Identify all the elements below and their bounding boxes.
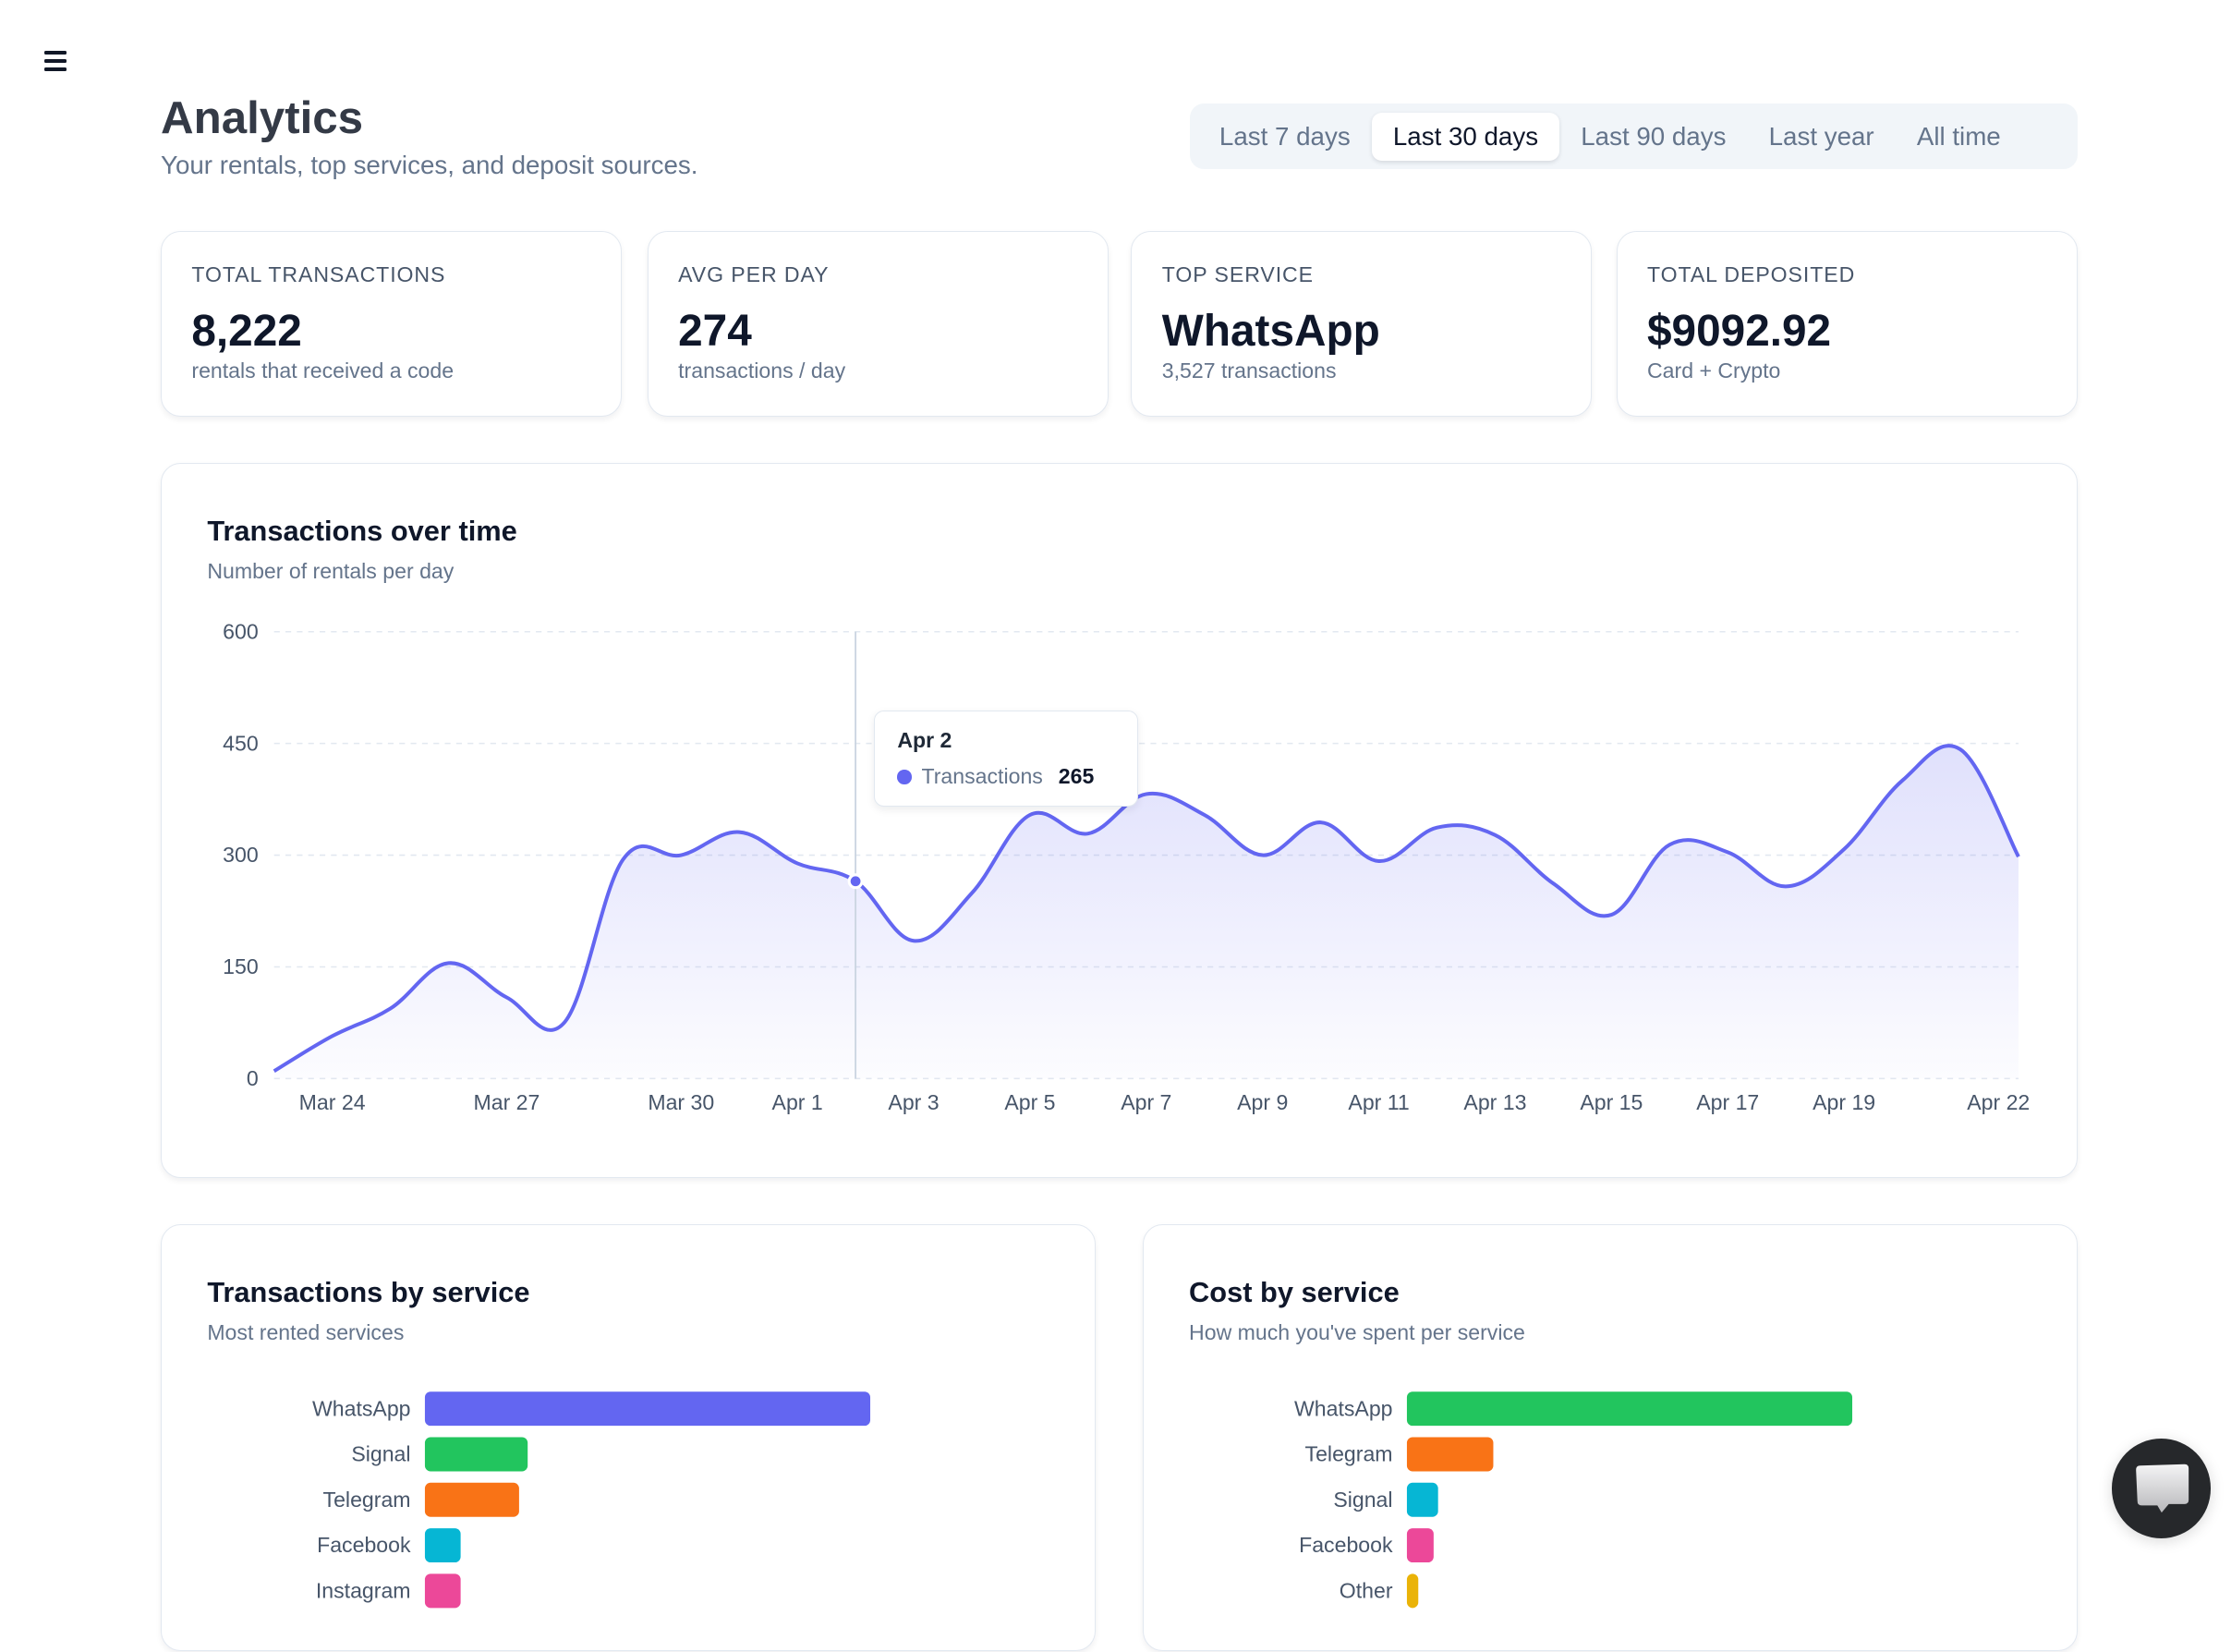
x-tick-label: Apr 1	[772, 1090, 823, 1114]
transactions-by-service-card: Transactions by service Most rented serv…	[161, 1223, 1096, 1651]
bar-chart-transactions: WhatsApp Signal Telegram Facebook Instagram	[312, 1391, 871, 1608]
x-tick-label: Apr 3	[888, 1090, 939, 1114]
chart-title: Transactions over time	[207, 515, 517, 547]
x-tick-label: Mar 24	[299, 1090, 366, 1114]
tooltip-series: Transactions	[921, 764, 1043, 789]
data-point[interactable]	[847, 872, 864, 889]
x-tick-label: Apr 15	[1580, 1090, 1643, 1114]
area-fill	[273, 745, 2019, 1078]
tooltip-value: 265	[1058, 764, 1095, 789]
chat-button[interactable]	[2111, 1439, 2212, 1538]
stat-label: Avg per day	[678, 262, 830, 287]
stat-label: Total transactions	[191, 262, 446, 287]
bar-label: Facebook	[1299, 1533, 1393, 1557]
bar-label: WhatsApp	[312, 1396, 411, 1420]
stat-card: Avg per day 274 transactions / day	[647, 230, 1109, 418]
chart-title: Transactions by service	[207, 1276, 530, 1308]
y-tick-label: 300	[223, 843, 259, 867]
bar-label: Telegram	[1304, 1441, 1392, 1465]
bar-label: Other	[1340, 1578, 1393, 1602]
bar-label: Signal	[351, 1441, 410, 1465]
chart-tooltip: Apr 2 Transactions 265	[873, 710, 1139, 808]
stat-subtext: Card + Crypto	[1647, 358, 1781, 383]
cost-by-service-card: Cost by service How much you've spent pe…	[1142, 1223, 2078, 1651]
tab-all-time[interactable]: All time	[1916, 121, 2001, 151]
chart-subtitle: Most rented services	[207, 1319, 405, 1344]
chat-bubble-icon	[2135, 1464, 2189, 1513]
chart-title: Cost by service	[1189, 1276, 1400, 1308]
tab-last-year[interactable]: Last year	[1768, 121, 1874, 151]
x-tick-label: Apr 22	[1967, 1090, 2030, 1114]
bar-whatsapp[interactable]	[1406, 1391, 1852, 1426]
menu-icon[interactable]	[43, 51, 67, 71]
tooltip-date: Apr 2	[897, 728, 952, 753]
bar-label: Telegram	[323, 1488, 411, 1512]
x-tick-label: Apr 7	[1121, 1090, 1171, 1114]
y-tick-label: 0	[247, 1066, 259, 1090]
bar-signal[interactable]	[424, 1437, 528, 1472]
stat-card: Top service WhatsApp 3,527 transactions	[1131, 230, 1593, 418]
bar-facebook[interactable]	[424, 1527, 461, 1562]
bar-telegram[interactable]	[424, 1482, 519, 1517]
bar-label: WhatsApp	[1294, 1396, 1393, 1420]
page-subtitle: Your rentals, top services, and deposit …	[161, 151, 698, 180]
date-range-tabs: Last 7 days Last 30 days Last 90 days Last …	[1189, 103, 2078, 170]
stat-label: Total deposited	[1647, 262, 1856, 287]
series-dot-icon	[897, 770, 912, 784]
stat-subtext: 3,527 transactions	[1161, 358, 1337, 383]
bar-instagram[interactable]	[424, 1573, 461, 1608]
bar-label: Facebook	[317, 1533, 411, 1557]
line-chart[interactable]: 0 150 300 450 600 Mar 24 Mar 27 Mar 30 Apr 1 Apr …	[162, 464, 2076, 1177]
bar-label: Signal	[1333, 1488, 1392, 1512]
x-tick-label: Apr 17	[1696, 1090, 1759, 1114]
x-tick-label: Apr 11	[1348, 1090, 1409, 1114]
bar-other[interactable]	[1406, 1573, 1419, 1608]
stat-value: 8,222	[191, 306, 302, 356]
tab-last-90-days[interactable]: Last 90 days	[1581, 121, 1727, 151]
x-tick-label: Apr 13	[1463, 1090, 1526, 1114]
stat-subtext: transactions / day	[678, 358, 846, 383]
bar-signal[interactable]	[1406, 1482, 1438, 1517]
bar-facebook[interactable]	[1406, 1527, 1434, 1562]
bar-telegram[interactable]	[1406, 1437, 1494, 1472]
series-line-transactions	[273, 743, 2020, 1073]
x-tick-label: Mar 30	[648, 1090, 714, 1114]
page-title: Analytics	[161, 91, 364, 143]
stat-value: $9092.92	[1647, 306, 1832, 356]
stat-value: 274	[678, 306, 752, 356]
stat-value: WhatsApp	[1161, 306, 1380, 356]
stat-card: Total deposited $9092.92 Card + Crypto	[1616, 230, 2078, 418]
x-tick-label: Apr 9	[1237, 1090, 1288, 1114]
y-tick-label: 600	[223, 619, 259, 643]
chart-subtitle: Number of rentals per day	[207, 558, 455, 583]
x-tick-label: Apr 5	[1004, 1090, 1055, 1114]
y-tick-label: 450	[223, 731, 259, 755]
x-tick-label: Mar 27	[474, 1090, 540, 1114]
chart-subtitle: How much you've spent per service	[1189, 1319, 1525, 1344]
tab-last-7-days[interactable]: Last 7 days	[1219, 121, 1351, 151]
stat-label: Top service	[1161, 262, 1314, 287]
transactions-over-time-card: Transactions over time Number of rentals…	[161, 462, 2078, 1179]
tab-last-30-days[interactable]: Last 30 days	[1371, 112, 1560, 162]
stat-subtext: rentals that received a code	[191, 358, 455, 383]
bar-chart-cost: WhatsApp Telegram Signal Facebook Other	[1294, 1391, 1852, 1608]
bar-whatsapp[interactable]	[424, 1391, 871, 1426]
stat-card: Total transactions 8,222 rentals that re…	[161, 230, 623, 418]
y-tick-label: 150	[223, 954, 259, 978]
bar-label: Instagram	[316, 1578, 411, 1602]
x-tick-label: Apr 19	[1813, 1090, 1875, 1114]
